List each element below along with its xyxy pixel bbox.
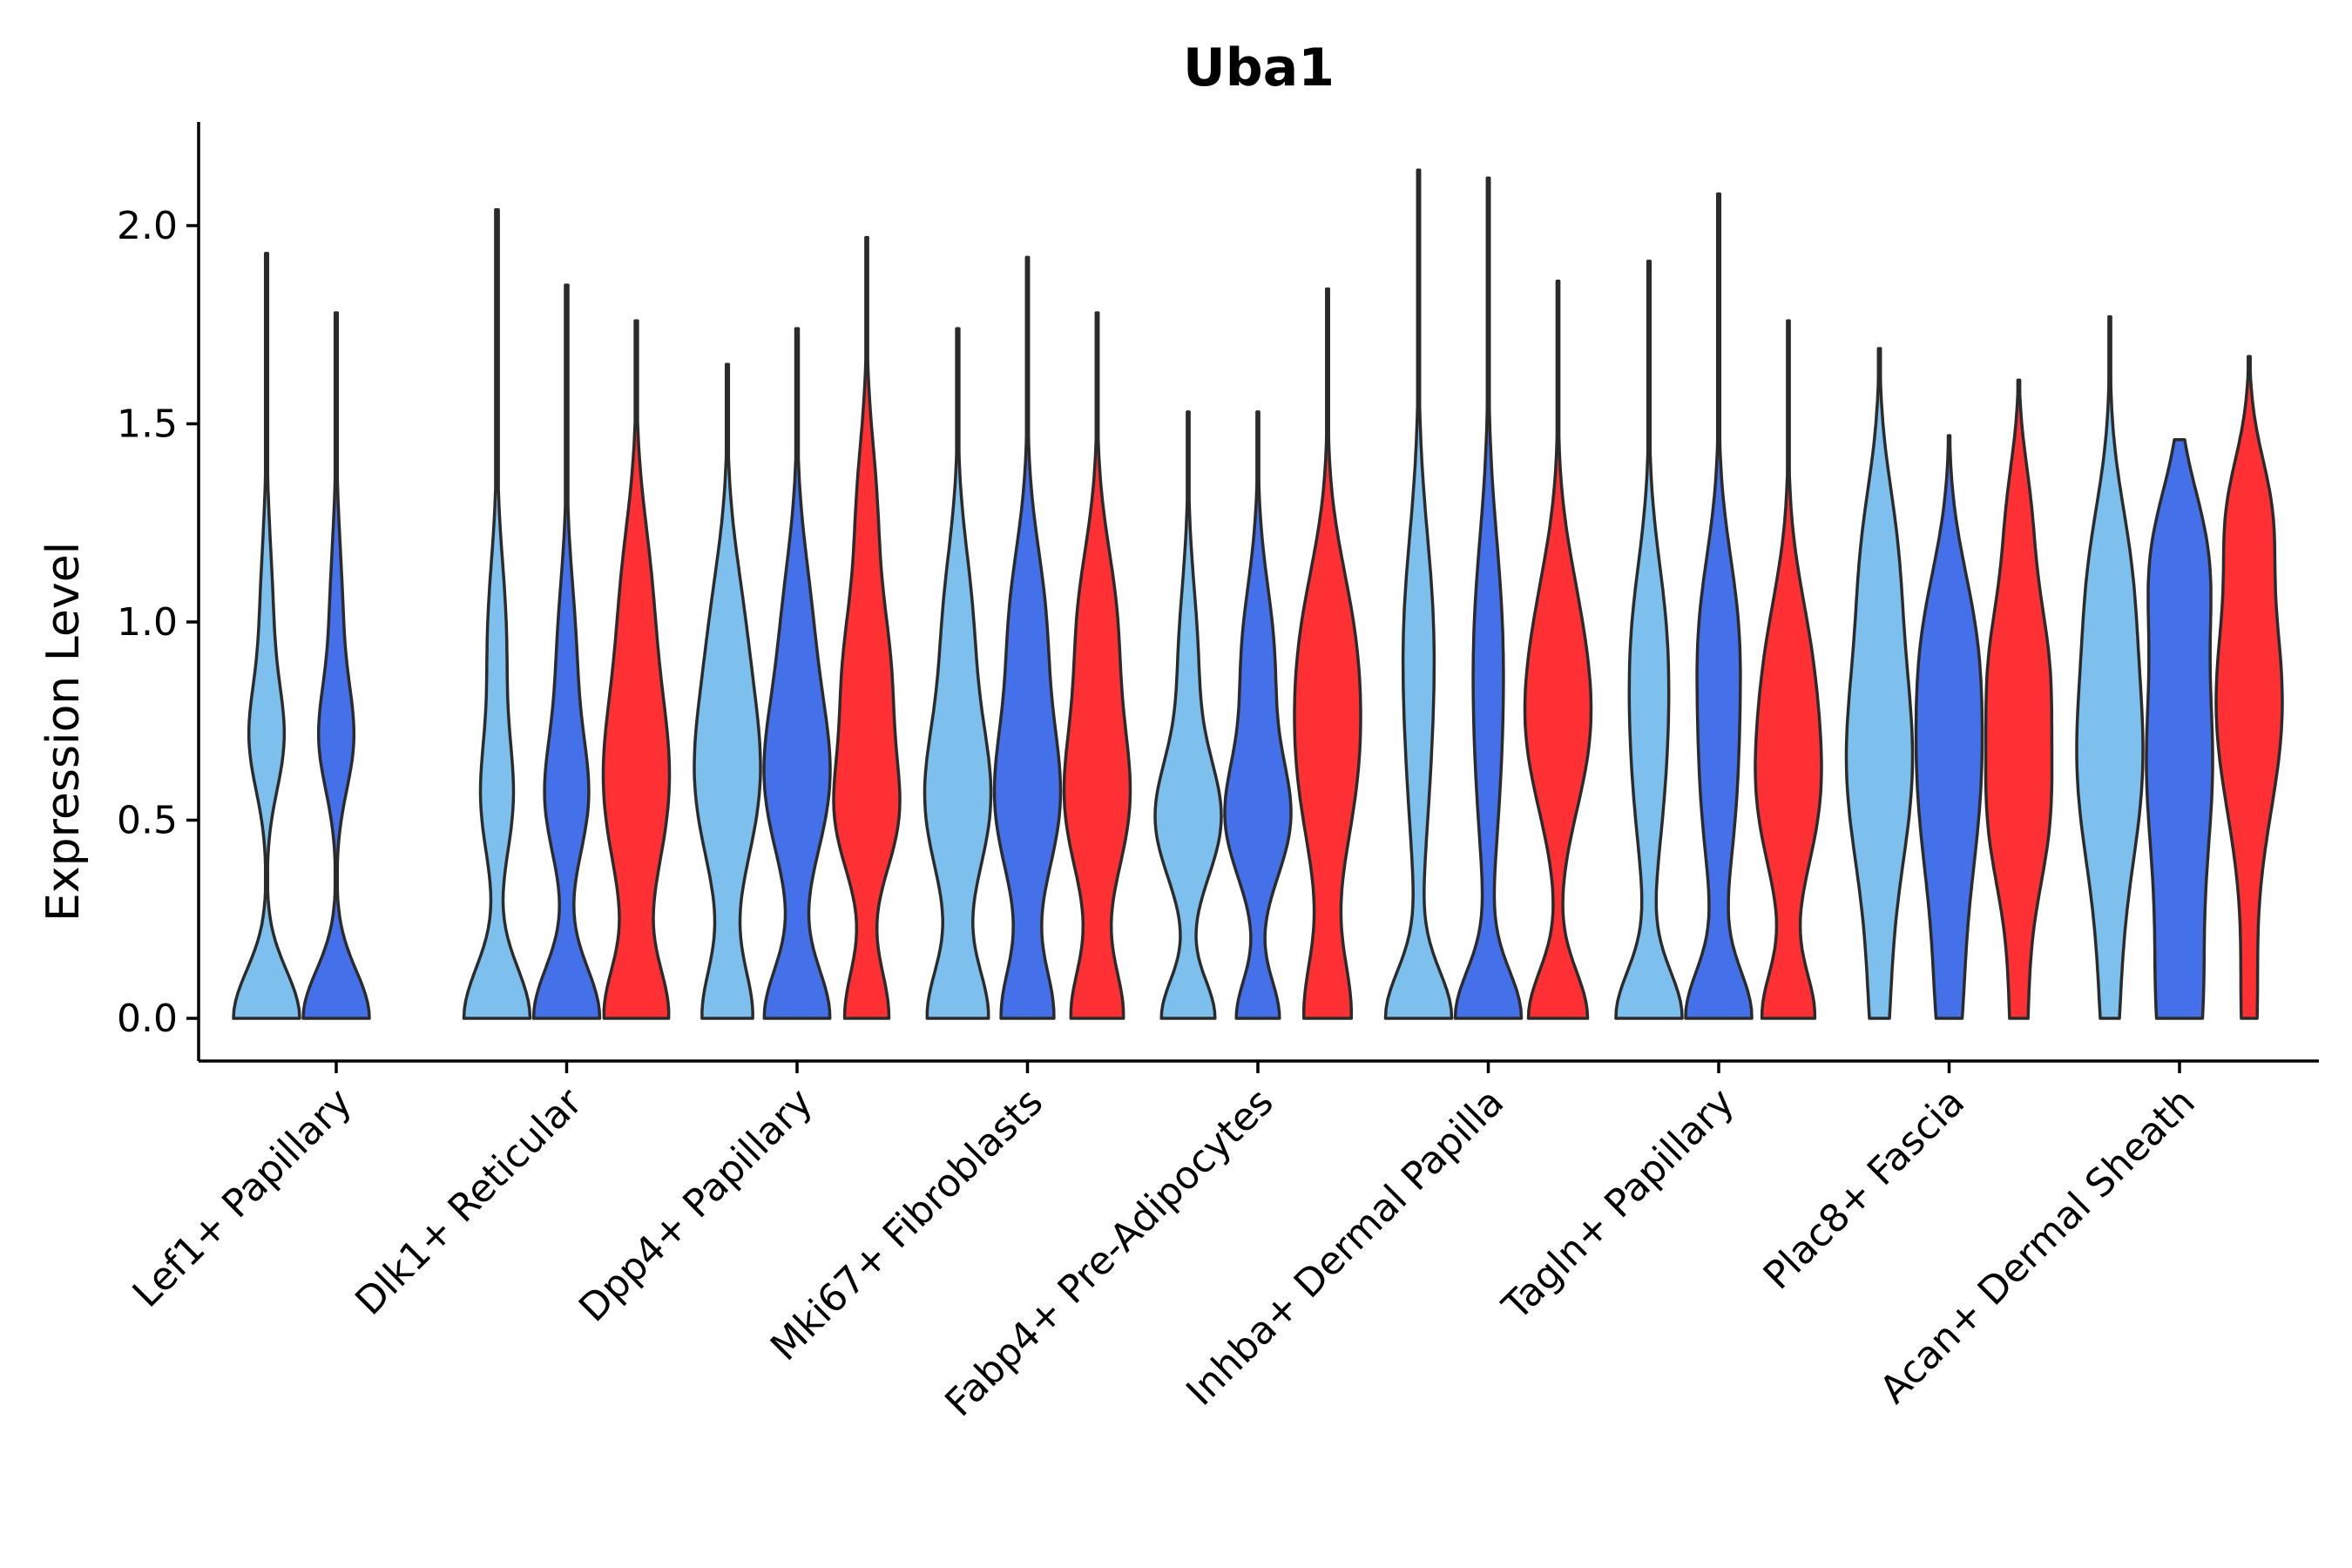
violin-group-3 [2214,355,2284,1020]
violin-group-2 [1453,176,1524,1020]
violin-group-3 [1062,311,1132,1020]
x-tick-label: Tagln+ Papillary [1494,1080,1743,1329]
violin-group-1 [1383,168,1454,1020]
violin-group-1 [1614,260,1684,1020]
violin-group-2 [1914,434,1984,1020]
violin-group-2 [1684,192,1754,1020]
violin-group-3 [832,235,902,1020]
x-tick-label: Plac8+ Fascia [1755,1080,1974,1299]
violin-group-2 [1223,410,1293,1020]
violin-group-1 [232,252,301,1020]
violin-group-1 [1153,410,1223,1020]
y-axis-label: Expression Level [37,542,90,922]
violin-group-3 [1984,378,2054,1020]
violin-layer [232,168,2284,1020]
x-tick-label: Dlk1+ Reticular [347,1079,591,1324]
x-tick-label: Lef1+ Papillary [125,1080,361,1316]
violin-group-1 [462,208,532,1020]
y-tick-label: 0.5 [117,799,178,843]
violin-group-3 [1293,287,1362,1020]
violin-group-1 [2075,314,2145,1020]
violin-group-1 [923,327,993,1020]
violin-group-1 [693,362,762,1020]
violin-group-2 [531,283,602,1020]
y-tick-label: 1.0 [117,600,178,645]
chart-title: Uba1 [1183,37,1335,98]
y-tick-label: 2.0 [117,204,178,248]
violin-group-2 [2145,437,2214,1020]
violin-group-2 [992,255,1063,1020]
violin-group-2 [762,327,832,1020]
violin-group-3 [601,319,672,1020]
violin-group-3 [1523,279,1593,1020]
y-tick-label: 0.0 [117,997,178,1041]
violin-group-2 [301,311,371,1020]
y-tick-label: 1.5 [117,402,178,447]
x-tick-label: Dpp4+ Papillary [571,1080,821,1331]
violin-group-3 [1754,319,1823,1020]
violin-group-1 [1844,347,1915,1020]
